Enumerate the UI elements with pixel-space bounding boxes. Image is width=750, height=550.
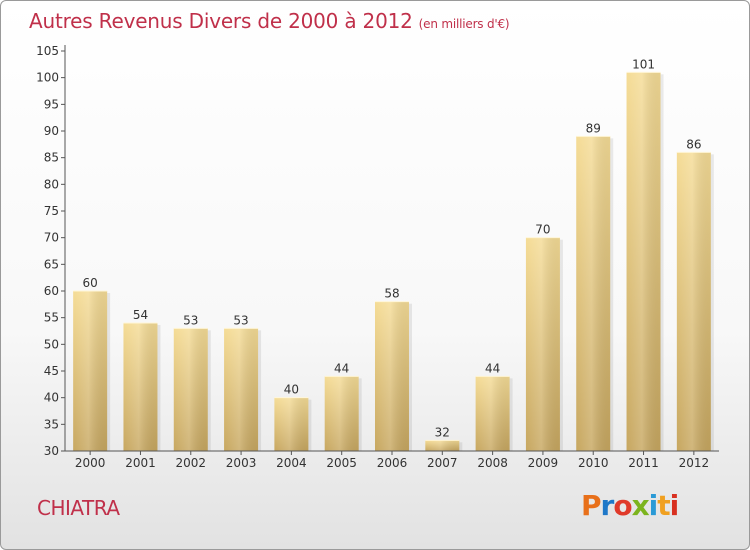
bars-layer <box>73 71 714 452</box>
data-label: 86 <box>686 137 701 151</box>
bar-shine <box>375 301 409 451</box>
data-label: 58 <box>384 287 399 301</box>
data-label: 32 <box>435 425 450 439</box>
bar-shine <box>274 397 309 451</box>
data-label: 89 <box>586 121 601 135</box>
y-tick-label: 100 <box>36 71 59 85</box>
logo-letter: t <box>657 489 670 522</box>
data-label: 54 <box>133 308 148 322</box>
y-tick-label: 45 <box>44 364 59 378</box>
label-layer: 60 54 53 53 40 44 58 32 44 70 89 101 86 <box>83 57 702 439</box>
x-tick-label: 2007 <box>427 456 458 470</box>
y-tick-label: 35 <box>44 417 59 431</box>
x-tick-label: 2001 <box>125 456 156 470</box>
y-tick-label: 70 <box>44 231 59 245</box>
chart-title: Autres Revenus Divers de 2000 à 2012 (en … <box>29 9 510 33</box>
y-tick-label: 65 <box>44 257 59 271</box>
x-tick-label: 2012 <box>679 456 710 470</box>
logo-letter: i <box>648 489 659 522</box>
logo-letter: P <box>581 489 602 522</box>
x-tick-label: 2000 <box>75 456 106 470</box>
data-label: 101 <box>632 57 655 71</box>
data-label: 53 <box>183 313 198 327</box>
data-label: 70 <box>535 223 550 237</box>
bar-shine <box>123 323 158 451</box>
x-tick-label: 2011 <box>628 456 659 470</box>
x-tick-label: 2002 <box>175 456 206 470</box>
bar-shine <box>525 237 560 451</box>
x-tick-label: 2009 <box>528 456 559 470</box>
chart-subtitle: (en milliers d'€) <box>418 17 510 31</box>
y-tick-label: 95 <box>44 97 59 111</box>
axis-layer: 30 35 40 45 50 55 60 65 70 75 80 85 90 95 100 105 2000 20… <box>36 44 719 470</box>
x-tick-label: 2005 <box>326 456 357 470</box>
data-label: 53 <box>233 313 248 327</box>
logo-letter: i <box>669 489 680 522</box>
bar-shine <box>324 376 359 451</box>
bar-shine <box>676 152 711 452</box>
data-label: 60 <box>83 276 98 290</box>
y-tick-label: 105 <box>36 44 59 58</box>
place-name: CHIATRA <box>37 496 120 520</box>
y-tick-label: 30 <box>44 444 59 458</box>
x-tick-label: 2010 <box>578 456 609 470</box>
bar-shine <box>576 136 611 452</box>
logo-letter: r <box>600 489 615 522</box>
bar-shine <box>626 72 661 451</box>
bar-shine <box>73 291 108 451</box>
x-tick-label: 2008 <box>477 456 508 470</box>
proxiti-logo[interactable]: Proxiti <box>581 489 680 522</box>
logo-letter: o <box>613 489 632 522</box>
y-tick-label: 40 <box>44 391 59 405</box>
bar-shine <box>475 376 510 451</box>
y-tick-label: 90 <box>44 124 59 138</box>
bar-shine <box>173 328 208 451</box>
y-tick-label: 85 <box>44 151 59 165</box>
logo-letter: x <box>631 489 650 522</box>
chart-title-text: Autres Revenus Divers de 2000 à 2012 <box>29 9 413 33</box>
x-tick-label: 2004 <box>276 456 307 470</box>
data-label: 44 <box>334 361 349 375</box>
data-label: 44 <box>485 361 500 375</box>
data-label: 40 <box>284 383 299 397</box>
y-tick-label: 55 <box>44 311 59 325</box>
y-tick-label: 50 <box>44 337 59 351</box>
y-tick-label: 75 <box>44 204 59 218</box>
y-tick-label: 80 <box>44 177 59 191</box>
bar-shine <box>425 440 460 451</box>
y-tick-label: 60 <box>44 284 59 298</box>
bar-shine <box>224 328 259 451</box>
x-tick-label: 2003 <box>226 456 257 470</box>
x-tick-label: 2006 <box>377 456 408 470</box>
